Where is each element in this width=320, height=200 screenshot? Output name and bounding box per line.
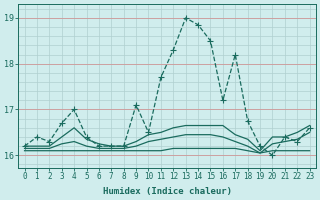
X-axis label: Humidex (Indice chaleur): Humidex (Indice chaleur): [103, 187, 232, 196]
